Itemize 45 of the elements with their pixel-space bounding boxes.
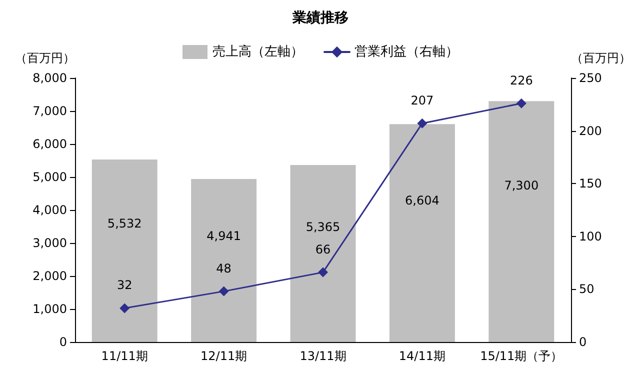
y-tick-label: 6,000 bbox=[32, 137, 67, 151]
chart-title: 業績推移 bbox=[292, 10, 348, 26]
legend-label: 営業利益（右軸） bbox=[354, 44, 458, 60]
bar bbox=[389, 124, 455, 342]
x-tick-label: 11/11期 bbox=[101, 349, 148, 363]
y2-tick-label: 200 bbox=[579, 124, 602, 138]
data-label: 66 bbox=[315, 242, 331, 256]
data-label: 207 bbox=[410, 93, 434, 108]
x-tick-label: 14/11期 bbox=[398, 349, 446, 363]
y2-tick-label: 250 bbox=[579, 71, 602, 85]
y-axis-title: （百万円） bbox=[15, 51, 75, 65]
bar bbox=[488, 101, 554, 342]
y-tick-label: 8,000 bbox=[32, 71, 67, 85]
bar bbox=[92, 159, 158, 342]
y2-tick-label: 150 bbox=[579, 176, 602, 191]
y-tick-label: 4,000 bbox=[32, 203, 67, 217]
y-tick-label: 3,000 bbox=[32, 236, 67, 250]
x-tick-label: 12/11期 bbox=[200, 349, 248, 363]
bar bbox=[290, 164, 356, 342]
y-tick-label: 5,000 bbox=[32, 170, 67, 184]
y2-tick-label: 100 bbox=[579, 229, 602, 244]
data-label: 7,300 bbox=[504, 178, 539, 192]
y-tick-label: 7,000 bbox=[32, 104, 67, 118]
data-label: 5,532 bbox=[107, 216, 142, 230]
y-tick-label: 0 bbox=[59, 335, 67, 349]
y-tick-label: 1,000 bbox=[32, 302, 67, 316]
data-label: 4,941 bbox=[206, 229, 241, 244]
data-label: 48 bbox=[216, 261, 232, 276]
legend-label: 売上高（左軸） bbox=[212, 44, 304, 60]
y2-axis-title: （百万円） bbox=[571, 51, 631, 65]
x-tick-label: 13/11期 bbox=[300, 349, 346, 363]
point bbox=[516, 98, 526, 108]
y2-tick-label: 0 bbox=[579, 335, 587, 349]
point bbox=[120, 303, 130, 314]
data-label: 226 bbox=[510, 73, 533, 88]
point bbox=[417, 118, 428, 128]
x-tick-label: 15/11期（予） bbox=[480, 349, 563, 363]
y2-tick-label: 50 bbox=[579, 282, 594, 296]
y-tick-label: 2,000 bbox=[32, 269, 67, 283]
data-label: 32 bbox=[116, 278, 132, 292]
point bbox=[218, 286, 229, 296]
point bbox=[318, 267, 328, 278]
data-label: 5,365 bbox=[306, 220, 340, 234]
data-label: 6,604 bbox=[405, 193, 440, 208]
bar bbox=[191, 178, 257, 342]
